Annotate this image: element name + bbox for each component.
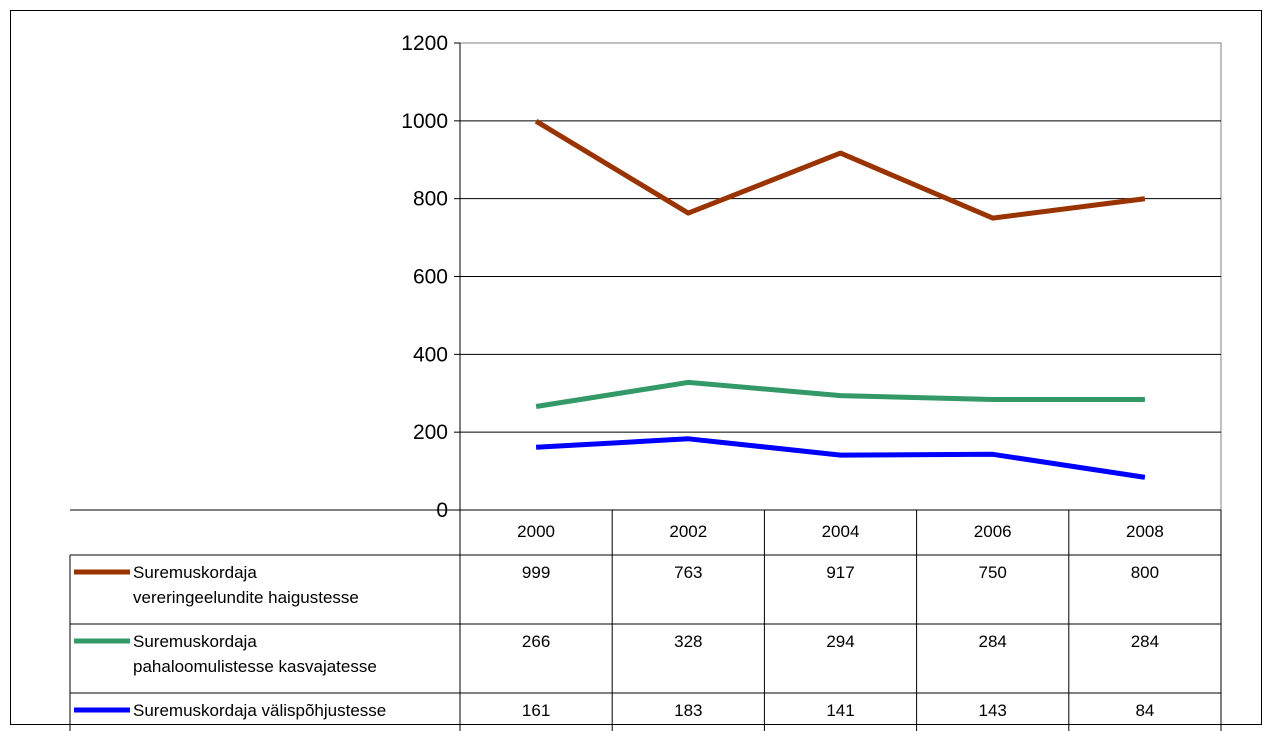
series-line	[535, 379, 1145, 409]
y-tick-label: 200	[413, 421, 448, 444]
table-cell-value: 917	[826, 563, 854, 582]
y-tick-label: 1200	[401, 32, 448, 55]
table-cell-value: 143	[979, 701, 1007, 720]
table-cell-value: 183	[674, 701, 702, 720]
table-cell-value: 84	[1135, 701, 1154, 720]
x-tick-label: 2008	[1126, 522, 1164, 541]
series-line	[535, 436, 1146, 480]
table-cell-value: 266	[522, 632, 550, 651]
table-cell-value: 999	[522, 563, 550, 582]
table-cell-value: 763	[674, 563, 702, 582]
table-cell-value: 294	[826, 632, 854, 651]
table-cell-value: 284	[979, 632, 1007, 651]
legend-label: Suremuskordaja	[133, 632, 257, 651]
legend-label: vereringeelundite haigustesse	[133, 588, 359, 607]
legend-label: Suremuskordaja välispõhjustesse	[133, 701, 386, 720]
table-cell-value: 161	[522, 701, 550, 720]
y-tick-label: 400	[413, 343, 448, 366]
y-tick-label: 800	[413, 188, 448, 211]
x-tick-label: 2000	[517, 522, 555, 541]
x-tick-label: 2004	[822, 522, 860, 541]
table-cell-value: 284	[1131, 632, 1159, 651]
table-cell-value: 750	[979, 563, 1007, 582]
y-tick-label: 1000	[401, 110, 448, 133]
legend-label: pahaloomulistesse kasvajatesse	[133, 657, 377, 676]
table-cell-value: 141	[826, 701, 854, 720]
x-tick-label: 2002	[669, 522, 707, 541]
table-cell-value: 328	[674, 632, 702, 651]
chart-frame	[10, 10, 1262, 725]
table-cell-value: 800	[1131, 563, 1159, 582]
y-tick-label: 600	[413, 266, 448, 289]
legend-label: Suremuskordaja	[133, 563, 257, 582]
x-tick-label: 2006	[974, 522, 1012, 541]
series-line	[534, 119, 1146, 221]
